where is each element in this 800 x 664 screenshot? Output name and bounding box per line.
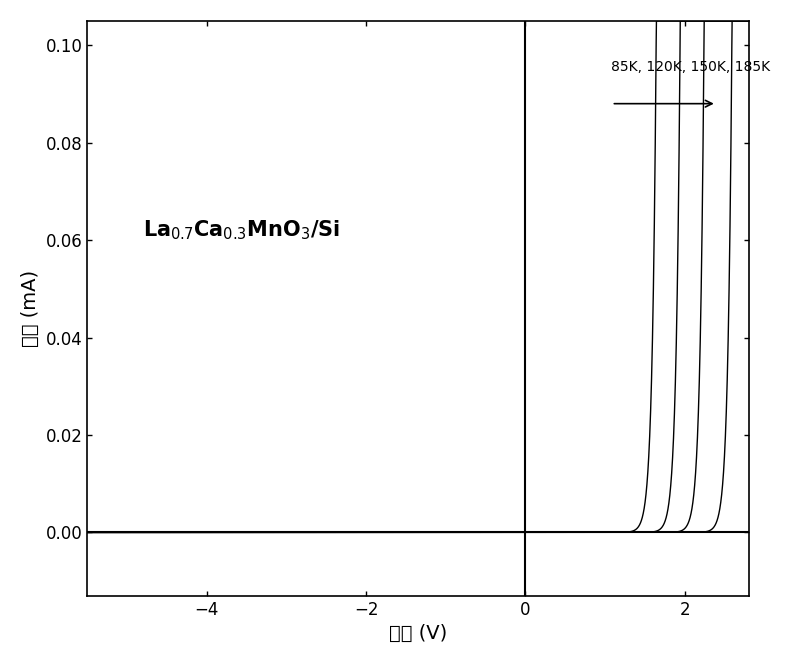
X-axis label: 电压 (V): 电压 (V) [389, 624, 447, 643]
Text: La$_{0.7}$Ca$_{0.3}$MnO$_3$/Si: La$_{0.7}$Ca$_{0.3}$MnO$_3$/Si [143, 218, 340, 242]
Text: 85K, 120K, 150K, 185K: 85K, 120K, 150K, 185K [611, 60, 770, 74]
Y-axis label: 电流 (mA): 电流 (mA) [21, 270, 40, 347]
